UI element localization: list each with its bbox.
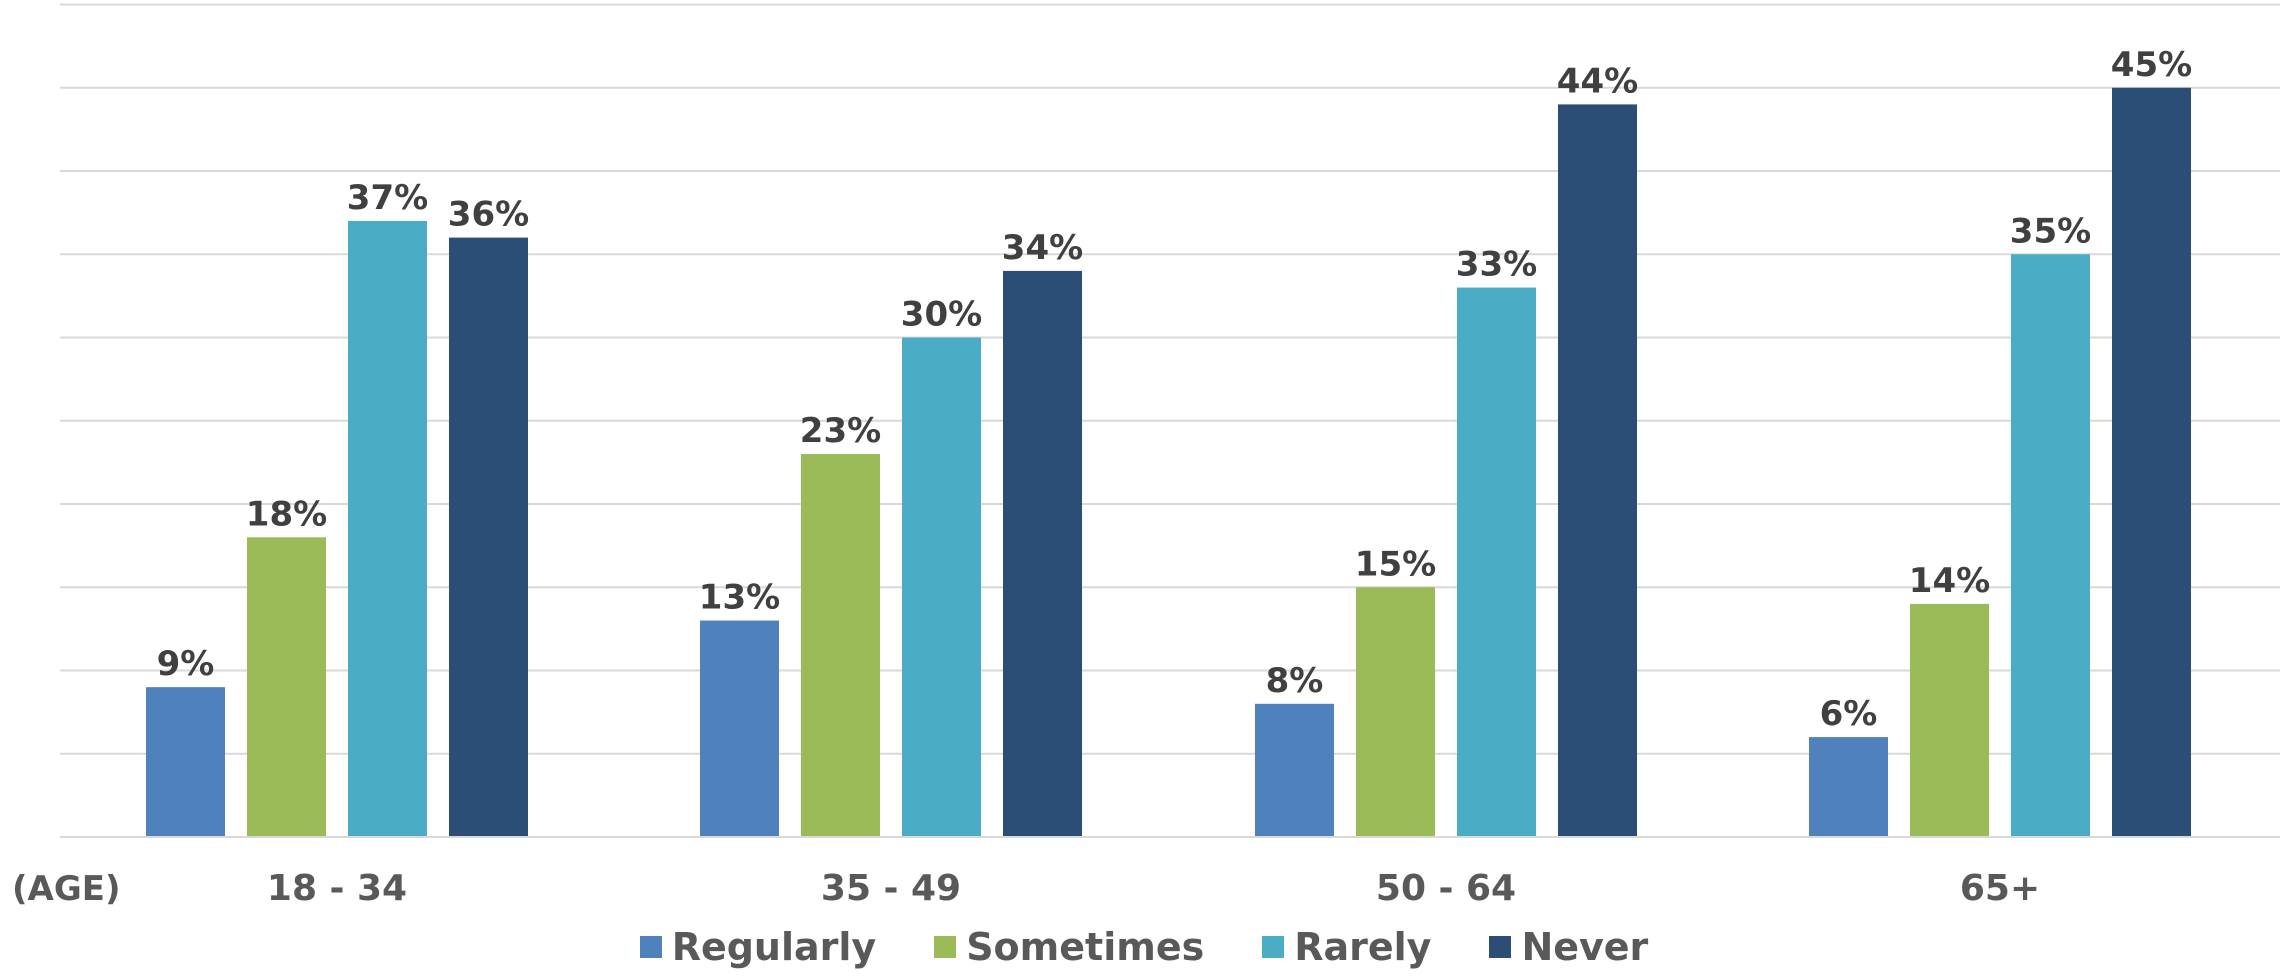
data-label-regularly-3: 6% [1820, 694, 1878, 734]
bar-regularly-2 [1255, 703, 1334, 837]
bar-sometimes-3 [1910, 603, 1989, 837]
x-tick-labels: 18 - 34 35 - 49 50 - 64 65+ [267, 868, 2040, 909]
x-tick-label-1: 35 - 49 [821, 868, 961, 909]
legend-item-sometimes: Sometimes [934, 928, 1204, 966]
bar-regularly-1 [700, 620, 779, 837]
data-label-never-3: 45% [2111, 45, 2192, 85]
legend-item-regularly: Regularly [639, 925, 877, 969]
legend: Regularly Sometimes Rarely Never [0, 928, 2288, 966]
data-label-regularly-0: 9% [157, 644, 215, 684]
legend-label-regularly: Regularly [671, 925, 877, 969]
x-tick-label-0: 18 - 34 [267, 868, 407, 909]
legend-swatch-sometimes [934, 936, 957, 958]
x-tick-label-2: 50 - 64 [1376, 868, 1516, 909]
data-label-sometimes-2: 15% [1355, 544, 1436, 584]
data-label-sometimes-0: 18% [246, 494, 327, 534]
bar-sometimes-2 [1356, 587, 1435, 837]
bar-sometimes-1 [801, 454, 880, 837]
bar-regularly-3 [1809, 737, 1888, 837]
bar-regularly-0 [146, 687, 225, 837]
legend-swatch-regularly [639, 936, 662, 958]
legend-label-never: Never [1521, 925, 1649, 969]
bar-rarely-2 [1457, 287, 1536, 837]
legend-item-never: Never [1489, 928, 1648, 966]
legend-label-rarely: Rarely [1294, 925, 1432, 969]
data-label-sometimes-1: 23% [800, 411, 881, 451]
data-label-rarely-3: 35% [2010, 211, 2091, 251]
data-label-never-0: 36% [448, 195, 529, 235]
bar-rarely-0 [348, 220, 427, 837]
x-tick-label-3: 65+ [1960, 868, 2040, 909]
gridlines [60, 3, 2280, 755]
bar-never-3 [2112, 87, 2191, 837]
x-axis-prefix: (AGE) [12, 869, 121, 909]
bar-never-1 [1003, 270, 1082, 837]
legend-swatch-rarely [1262, 936, 1285, 958]
bar-rarely-1 [902, 337, 981, 837]
bar-never-2 [1558, 104, 1637, 837]
data-label-rarely-2: 33% [1456, 245, 1537, 285]
bar-never-0 [449, 237, 528, 838]
data-label-sometimes-3: 14% [1909, 561, 1990, 601]
legend-label-sometimes: Sometimes [966, 925, 1205, 969]
data-label-regularly-2: 8% [1266, 661, 1324, 701]
data-labels: 9% 18% 37% 36% 13% 23% 30% 34% 8% 15% 33% 44% 6% 14% 3… [157, 45, 2193, 734]
data-label-regularly-1: 13% [699, 578, 780, 618]
legend-swatch-never [1489, 936, 1512, 958]
data-label-rarely-1: 30% [901, 295, 982, 335]
bar-rarely-3 [2011, 254, 2090, 837]
bar-sometimes-0 [247, 537, 326, 837]
legend-item-rarely: Rarely [1262, 928, 1431, 966]
data-label-never-1: 34% [1002, 228, 1083, 268]
data-label-never-2: 44% [1557, 61, 1638, 101]
bars [146, 87, 2191, 838]
data-label-rarely-0: 37% [347, 178, 428, 218]
